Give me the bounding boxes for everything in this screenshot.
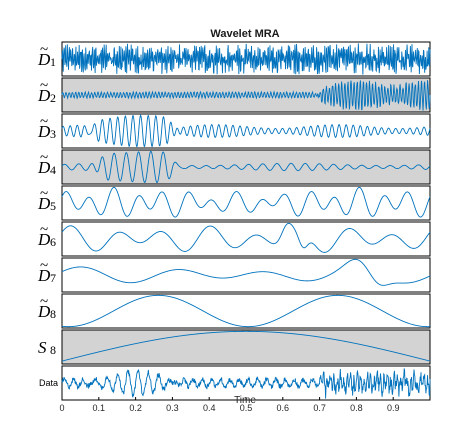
panel-d1: D 1~ [37, 41, 431, 77]
x-tick-label: 0.2 [129, 403, 142, 413]
panel-d8: D 8~ [37, 293, 431, 329]
panel-d3: D 3~ [37, 113, 431, 149]
row-label-d4: D 4~ [37, 150, 56, 177]
tilde-mark: ~ [40, 222, 48, 238]
row-label-base: S [38, 338, 47, 357]
panel-d7: D 7~ [37, 257, 431, 293]
series-line-data [61, 368, 431, 399]
row-label-base: D [37, 158, 51, 177]
series-line-d4 [61, 150, 431, 184]
row-label-d7: D 7~ [37, 258, 56, 285]
panel-background-d6 [61, 221, 431, 257]
tilde-mark: ~ [40, 258, 48, 274]
tilde-mark: ~ [40, 114, 48, 130]
x-axis: 0 0.1 0.2 0.3 0.4 0.5 0.6 0.7 0.8 0.9 [59, 397, 399, 413]
series-line-d7 [61, 258, 431, 286]
row-label-text: Data [39, 378, 58, 388]
x-tick-label: 0.9 [387, 403, 400, 413]
x-tick-label: 0.5 [240, 403, 253, 413]
tilde-mark: ~ [40, 294, 48, 310]
row-label-subscript: 8 [50, 343, 56, 357]
series-line-d6 [61, 222, 431, 253]
row-label-d5: D 5~ [37, 186, 56, 213]
row-label-base: D [37, 50, 51, 69]
row-label-base: D [37, 86, 51, 105]
row-label-d2: D 2~ [37, 78, 56, 105]
panel-data: Data [39, 365, 431, 401]
row-label-d1: D 1~ [37, 42, 56, 69]
row-label-subscript: 2 [50, 91, 56, 105]
row-label-d3: D 3~ [37, 114, 56, 141]
x-tick-label: 0.7 [313, 403, 326, 413]
x-axis-label: Time [234, 395, 256, 406]
row-label-base: D [37, 302, 51, 321]
row-label-d8: D 8~ [37, 294, 56, 321]
x-tick-label: 0.8 [350, 403, 363, 413]
row-label-subscript: 1 [50, 55, 56, 69]
series-line-d2 [61, 80, 431, 111]
row-label-subscript: 6 [50, 235, 56, 249]
x-tick-label: 0.3 [166, 403, 179, 413]
series-line-s8 [61, 330, 431, 362]
x-tick-label: 0 [59, 403, 64, 413]
series-line-d1 [61, 43, 431, 75]
row-label-subscript: 5 [50, 199, 56, 213]
panel-background-d5 [61, 185, 431, 221]
panel-d5: D 5~ [37, 185, 431, 221]
row-label-subscript: 4 [50, 163, 56, 177]
x-tick-label: 0.4 [203, 403, 216, 413]
row-label-base: D [37, 230, 51, 249]
row-label-base: D [37, 122, 51, 141]
row-label-subscript: 3 [50, 127, 56, 141]
x-tick-label: 0.1 [93, 403, 106, 413]
panel-d6: D 6~ [37, 221, 431, 257]
series-line-d8 [61, 294, 431, 328]
panel-background-d8 [61, 293, 431, 329]
series-line-d5 [61, 186, 431, 218]
row-label-d6: D 6~ [37, 222, 56, 249]
row-label-base: D [37, 194, 51, 213]
series-line-d3 [61, 114, 431, 148]
panel-background-s8 [61, 329, 431, 365]
tilde-mark: ~ [40, 42, 48, 58]
tilde-mark: ~ [40, 150, 48, 166]
row-label-base: D [37, 266, 51, 285]
chart-title: Wavelet MRA [210, 28, 279, 40]
row-label-data: Data [39, 378, 58, 388]
panel-d2: D 2~ [37, 77, 431, 113]
panel-d4: D 4~ [37, 149, 431, 185]
tilde-mark: ~ [40, 186, 48, 202]
row-label-subscript: 7 [50, 271, 56, 285]
tilde-mark: ~ [40, 78, 48, 94]
row-label-subscript: 8 [50, 307, 56, 321]
x-tick-label: 0.6 [277, 403, 290, 413]
panel-background-d7 [61, 257, 431, 293]
